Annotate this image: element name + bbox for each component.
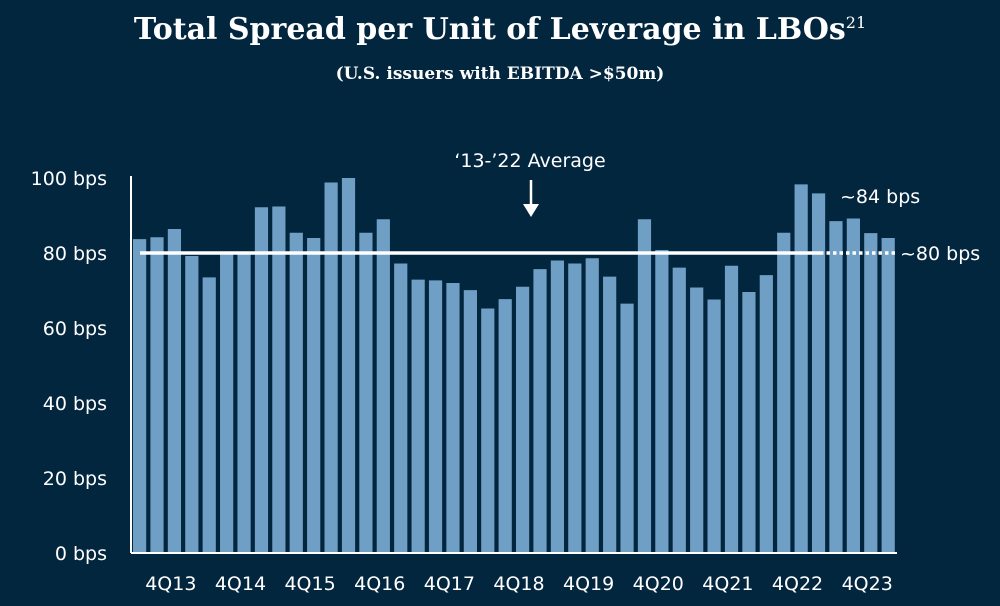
y-tick-label: 100 bps [31,168,107,190]
bar-4Q15 [324,182,338,553]
average-value-label: ~80 bps [900,243,980,265]
bar-3Q15 [307,238,321,553]
bar-1Q13 [133,239,147,553]
down-arrow-head-icon [523,204,539,217]
bar-4Q21 [742,292,756,553]
x-tick-label: 4Q21 [702,573,753,595]
y-tick-label: 0 bps [55,543,107,565]
bar-1Q21 [690,287,704,553]
bar-2Q18 [498,299,512,553]
bar-2Q19 [568,263,582,553]
bar-2Q22 [777,232,791,553]
bar-4Q14 [254,207,269,553]
bar-1Q22 [759,275,773,553]
bar-4Q19 [603,276,617,553]
bar-3Q18 [516,286,530,553]
bar-2Q20 [637,219,652,553]
x-tick-label: 4Q16 [354,573,405,595]
bar-4Q18 [533,269,547,553]
bar-3Q23 [864,233,878,553]
bar-2Q14 [220,253,234,553]
bar-1Q17 [411,279,425,553]
y-tick-label: 20 bps [43,468,107,490]
chart-subtitle: (U.S. issuers with EBITDA >$50m) [335,64,665,84]
bar-4Q13 [185,256,199,553]
x-tick-label: 4Q22 [772,573,823,595]
bar-3Q17 [446,283,460,553]
bar-1Q15 [272,206,286,553]
bar-2Q15 [289,232,303,553]
bar-3Q13 [167,229,182,553]
bar-1Q18 [481,308,495,553]
x-tick-label: 4Q13 [145,573,196,595]
bar-4Q22 [811,193,826,553]
title-footnote: 21 [845,13,867,32]
bar-2Q13 [150,237,164,553]
x-tick-label: 4Q14 [215,573,266,595]
bar-3Q20 [655,250,669,553]
bar-2Q23 [846,218,860,553]
x-tick-label: 4Q17 [424,573,475,595]
y-tick-label: 60 bps [43,318,107,340]
bar-1Q23 [829,221,843,553]
bar-1Q20 [620,303,634,553]
y-tick-label: 40 bps [43,393,107,415]
x-tick-label: 4Q20 [633,573,684,595]
bar-2Q16 [359,232,373,553]
bar-1Q14 [202,277,216,553]
x-tick-label: 4Q23 [842,573,893,595]
title-text: Total Spread per Unit of Leverage in LBO… [133,12,846,47]
bar-1Q16 [341,178,356,553]
bar-4Q20 [672,267,686,553]
bar-4Q23 [881,238,895,553]
y-tick-label: 80 bps [43,243,107,265]
x-tick-label: 4Q15 [284,573,335,595]
bar-3Q14 [237,253,251,553]
average-label: ‘13-’22 Average [454,150,605,172]
bar-1Q19 [550,260,565,553]
x-tick-label: 4Q19 [563,573,614,595]
recent-value-label: ~84 bps [840,186,920,208]
bar-2Q21 [707,299,721,553]
bar-2Q17 [428,280,443,553]
chart-title: Total Spread per Unit of Leverage in LBO… [0,12,1000,47]
bar-3Q21 [724,265,739,553]
bar-3Q16 [376,219,390,553]
bar-4Q17 [463,290,477,553]
x-tick-label: 4Q18 [493,573,544,595]
bar-3Q22 [794,184,808,553]
bar-3Q19 [585,258,599,553]
bar-4Q16 [394,263,408,553]
